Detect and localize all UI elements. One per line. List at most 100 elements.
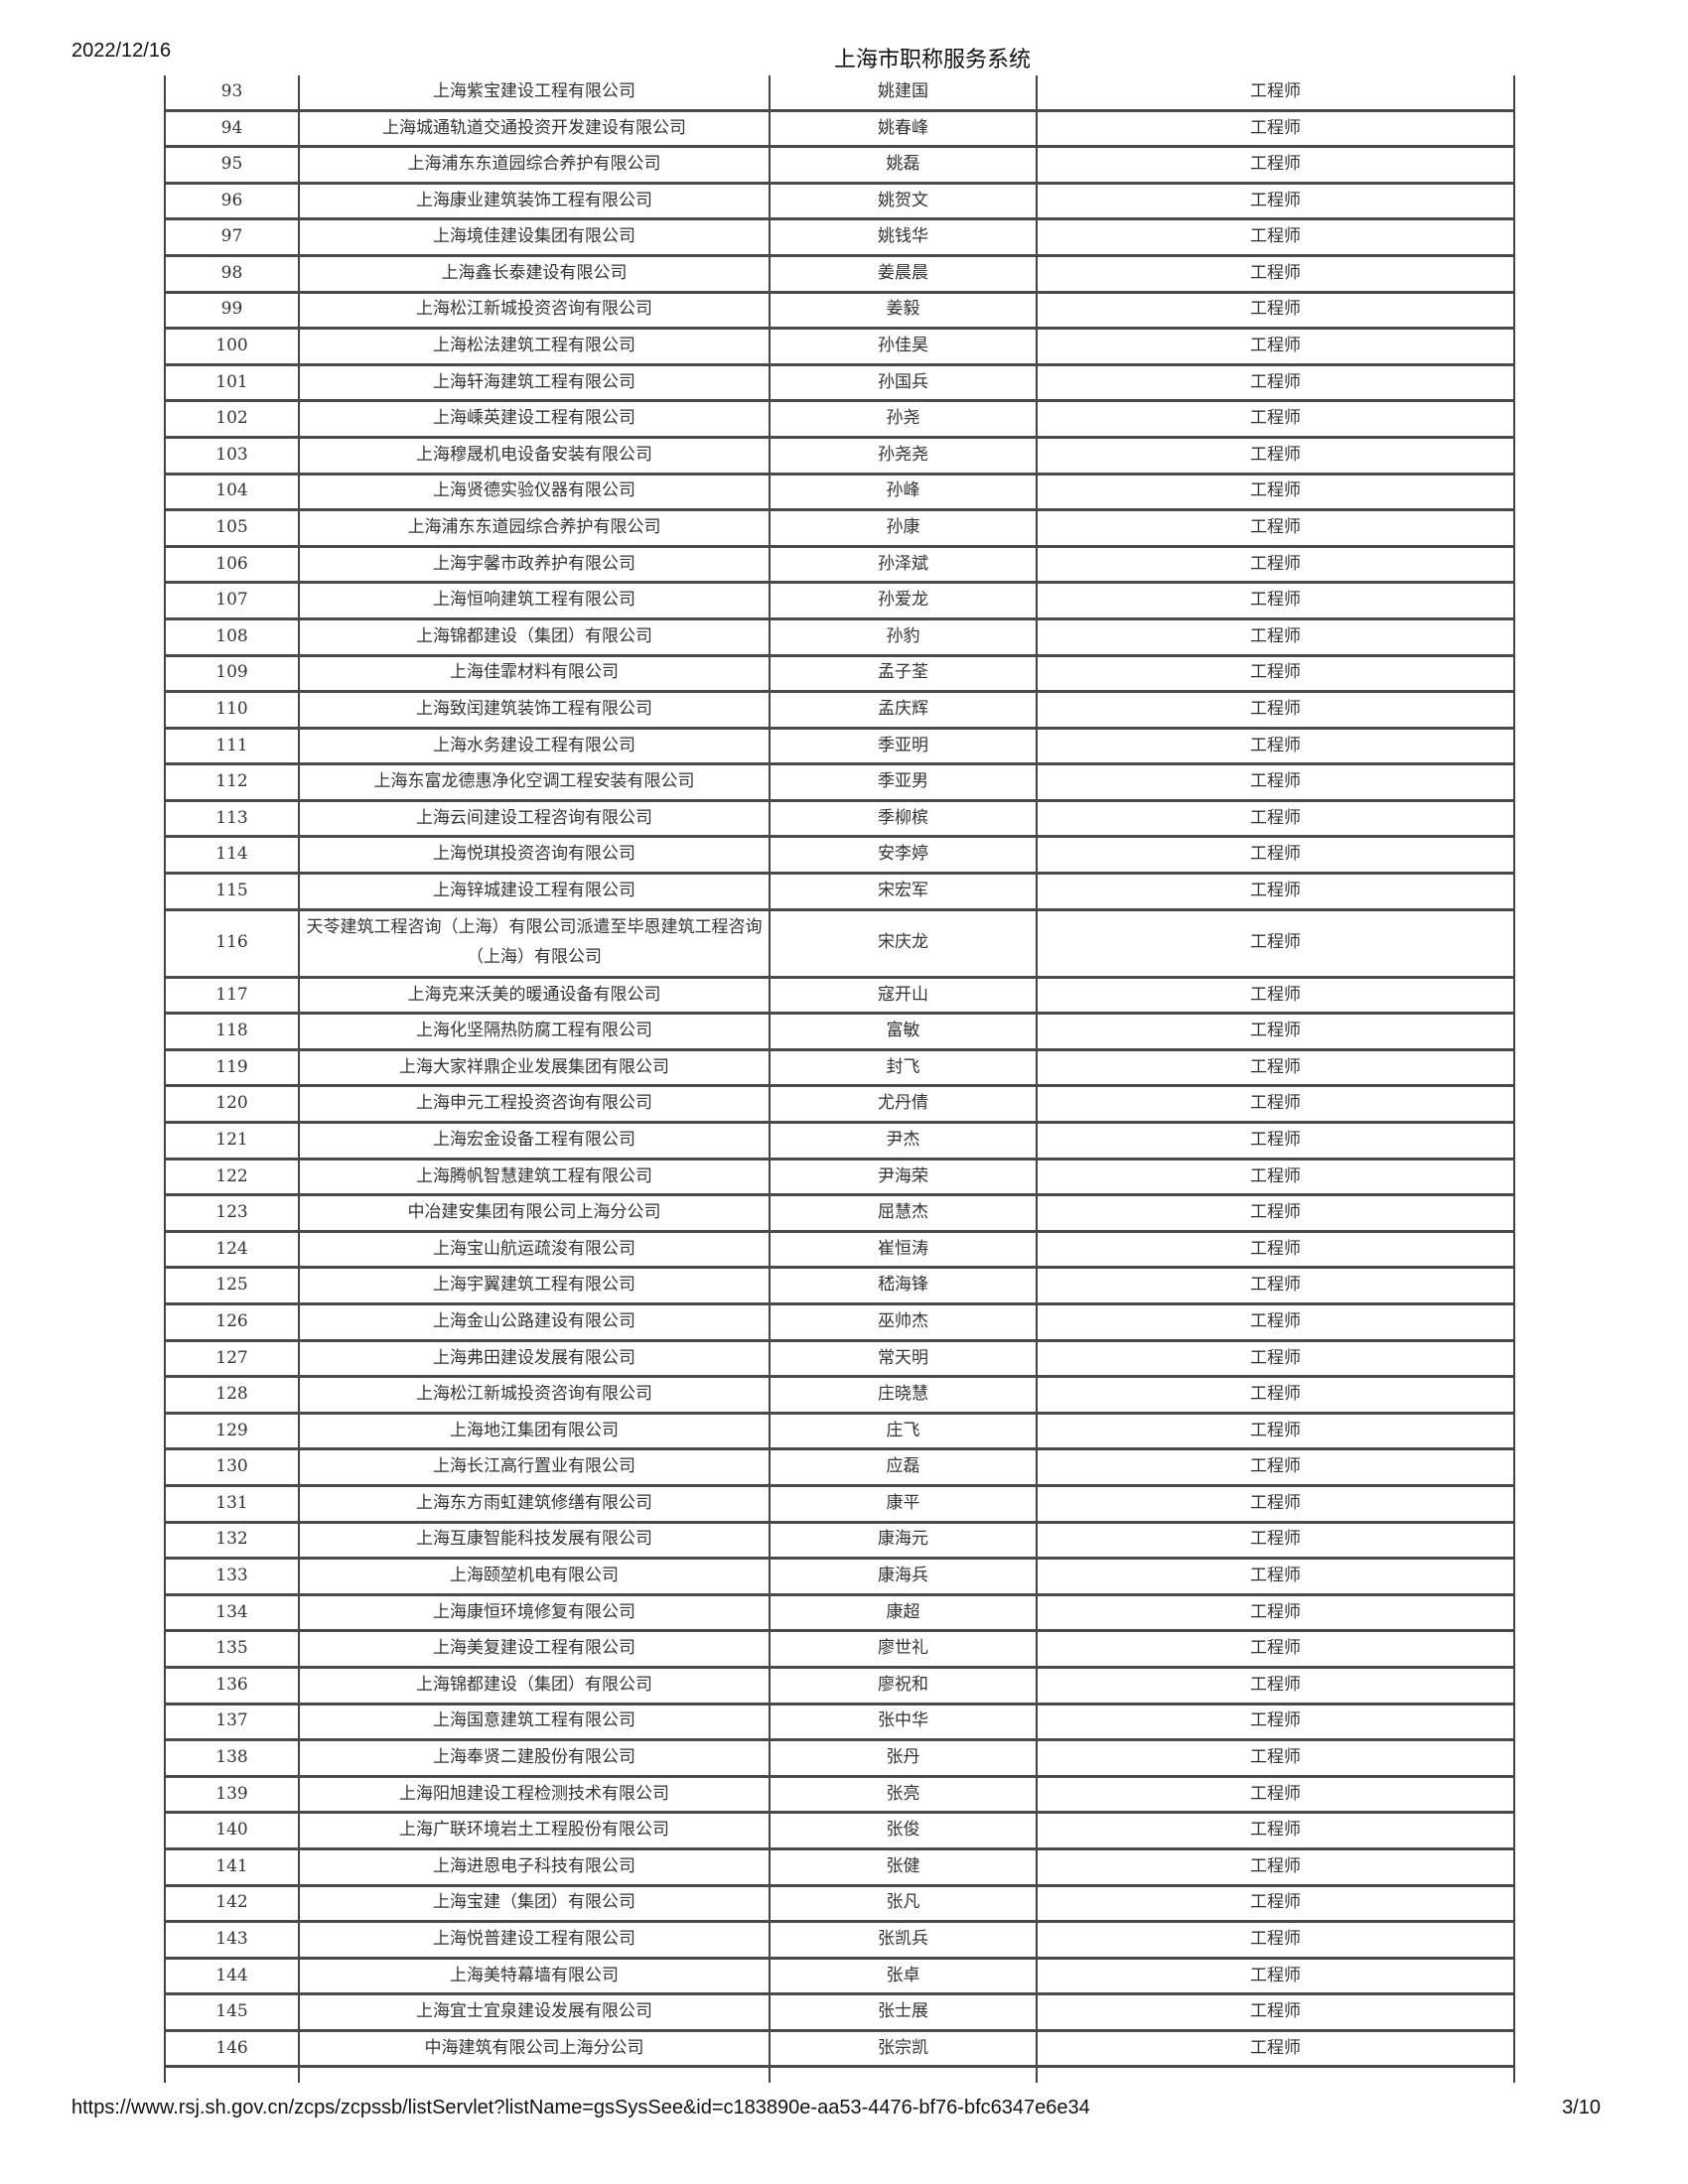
- name-cell: 孙泽斌: [771, 547, 1038, 582]
- company-cell: 上海松法建筑工程有限公司: [300, 330, 771, 363]
- company-cell: 上海贤德实验仪器有限公司: [300, 475, 771, 509]
- table-row: 143 上海悦普建设工程有限公司 张凯兵 工程师: [166, 1923, 1513, 1960]
- name-cell: 廖祝和: [771, 1668, 1038, 1703]
- company-cell: 上海嵊英建设工程有限公司: [300, 402, 771, 436]
- title-cell: 工程师: [1250, 2037, 1301, 2058]
- company-cell: 上海锦都建设（集团）有限公司: [300, 1668, 771, 1703]
- company-cell: 上海悦普建设工程有限公司: [300, 1923, 771, 1957]
- company-cell: 上海东方雨虹建筑修缮有限公司: [300, 1486, 771, 1521]
- name-cell: 封飞: [771, 1050, 1038, 1085]
- row-number: 140: [166, 1814, 300, 1847]
- table-row: 106 上海宇馨市政养护有限公司 孙泽斌 工程师: [166, 547, 1513, 585]
- table-row: 104 上海贤德实验仪器有限公司 孙峰 工程师: [166, 475, 1513, 512]
- table-row: 117 上海克来沃美的暖通设备有限公司 寇开山 工程师: [166, 978, 1513, 1016]
- title-cell: 工程师: [1250, 1456, 1301, 1477]
- name-cell: 姚建国: [771, 75, 1038, 109]
- name-cell: 孙豹: [771, 619, 1038, 654]
- title-cell: 工程师: [1250, 1238, 1301, 1259]
- row-number: 133: [166, 1560, 300, 1593]
- row-number: 141: [166, 1849, 300, 1884]
- row-number: 130: [166, 1450, 300, 1484]
- row-number: 117: [166, 978, 300, 1013]
- company-cell: 上海阳旭建设工程检测技术有限公司: [300, 1777, 771, 1812]
- table-row: 101 上海轩海建筑工程有限公司 孙国兵 工程师: [166, 365, 1513, 403]
- table-row: 138 上海奉贤二建股份有限公司 张丹 工程师: [166, 1741, 1513, 1778]
- title-cell: 工程师: [1250, 1747, 1301, 1768]
- title-cell: 工程师: [1250, 1601, 1301, 1622]
- name-cell: 张凯兵: [771, 1923, 1038, 1957]
- row-number: 125: [166, 1269, 300, 1302]
- table-row: 139 上海阳旭建设工程检测技术有限公司 张亮 工程师: [166, 1777, 1513, 1815]
- name-cell: 孙爱龙: [771, 584, 1038, 617]
- row-number: 143: [166, 1923, 300, 1957]
- company-cell: 上海穆晟机电设备安装有限公司: [300, 438, 771, 473]
- title-cell: 工程师: [1250, 1093, 1301, 1114]
- company-cell: 上海云间建设工程咨询有限公司: [300, 801, 771, 836]
- empty-cell: [166, 2068, 300, 2084]
- company-cell: 上海国意建筑工程有限公司: [300, 1705, 771, 1739]
- company-cell: 上海长江高行置业有限公司: [300, 1450, 771, 1484]
- row-number: 128: [166, 1378, 300, 1412]
- name-cell: 姚贺文: [771, 184, 1038, 218]
- company-cell: 上海宇馨市政养护有限公司: [300, 547, 771, 582]
- company-cell: 上海金山公路建设有限公司: [300, 1305, 771, 1339]
- title-cell: 工程师: [1250, 1202, 1301, 1223]
- name-cell: 姚春峰: [771, 111, 1038, 146]
- table-row: 109 上海佳霏材料有限公司 孟子荃 工程师: [166, 656, 1513, 694]
- title-cell: 工程师: [1250, 1566, 1301, 1586]
- page-number: 3/10: [1562, 2097, 1601, 2118]
- row-number: 96: [166, 184, 300, 218]
- row-number: 138: [166, 1741, 300, 1775]
- name-cell: 季柳槟: [771, 801, 1038, 836]
- title-cell: 工程师: [1250, 226, 1301, 247]
- row-number: 93: [166, 75, 300, 109]
- table-row: 133 上海颐堃机电有限公司 康海兵 工程师: [166, 1560, 1513, 1596]
- company-cell: 上海弗田建设发展有限公司: [300, 1341, 771, 1376]
- title-cell: 工程师: [1250, 517, 1301, 538]
- title-cell: 工程师: [1250, 117, 1301, 138]
- row-number: 103: [166, 438, 300, 473]
- row-number: 131: [166, 1486, 300, 1521]
- name-cell: 常天明: [771, 1341, 1038, 1376]
- company-cell: 上海东富龙德惠净化空调工程安装有限公司: [300, 765, 771, 799]
- row-number: 124: [166, 1232, 300, 1267]
- table-row: 95 上海浦东东道园综合养护有限公司 姚磊 工程师: [166, 148, 1513, 185]
- row-number: 104: [166, 475, 300, 509]
- title-cell: 工程师: [1250, 844, 1301, 865]
- table-row: 110 上海致闰建筑装饰工程有限公司 孟庆辉 工程师: [166, 693, 1513, 730]
- row-number: 100: [166, 330, 300, 363]
- name-cell: 姜毅: [771, 293, 1038, 328]
- table-row: 114 上海悦琪投资咨询有限公司 安李婷 工程师: [166, 838, 1513, 876]
- table-row: 124 上海宝山航运疏浚有限公司 崔恒涛 工程师: [166, 1232, 1513, 1270]
- row-number: 121: [166, 1124, 300, 1158]
- row-number: 127: [166, 1341, 300, 1376]
- company-cell: 上海恒响建筑工程有限公司: [300, 584, 771, 617]
- company-cell: 上海地江集团有限公司: [300, 1414, 771, 1448]
- row-number: 136: [166, 1668, 300, 1703]
- name-cell: 孟庆辉: [771, 693, 1038, 727]
- title-cell: 工程师: [1250, 1965, 1301, 1985]
- table-row: 108 上海锦都建设（集团）有限公司 孙豹 工程师: [166, 619, 1513, 657]
- title-cell: 工程师: [1250, 1855, 1301, 1876]
- name-cell: 张卓: [771, 1959, 1038, 1993]
- title-cell: 工程师: [1250, 1056, 1301, 1077]
- name-cell: 康海元: [771, 1523, 1038, 1558]
- name-cell: 姜晨晨: [771, 256, 1038, 291]
- table-row: 105 上海浦东东道园综合养护有限公司 孙康 工程师: [166, 511, 1513, 548]
- company-cell: 上海大家祥鼎企业发展集团有限公司: [300, 1050, 771, 1085]
- title-cell: 工程师: [1250, 807, 1301, 828]
- results-table: 93 上海紫宝建设工程有限公司 姚建国 工程师 94 上海城通轨道交通投资开发建设有限公司…: [164, 75, 1515, 2084]
- row-number: 114: [166, 838, 300, 873]
- title-cell: 工程师: [1250, 699, 1301, 720]
- name-cell: 孙国兵: [771, 365, 1038, 400]
- company-cell: 上海克来沃美的暖通设备有限公司: [300, 978, 771, 1013]
- row-number: 102: [166, 402, 300, 436]
- company-cell: 上海松江新城投资咨询有限公司: [300, 293, 771, 328]
- title-cell: 工程师: [1250, 371, 1301, 392]
- name-cell: 孙佳昊: [771, 330, 1038, 363]
- row-number: 129: [166, 1414, 300, 1448]
- table-row: 115 上海锌城建设工程有限公司 宋宏军 工程师: [166, 875, 1513, 911]
- name-cell: 尤丹倩: [771, 1087, 1038, 1122]
- title-cell: 工程师: [1250, 1492, 1301, 1513]
- name-cell: 孙尧: [771, 402, 1038, 436]
